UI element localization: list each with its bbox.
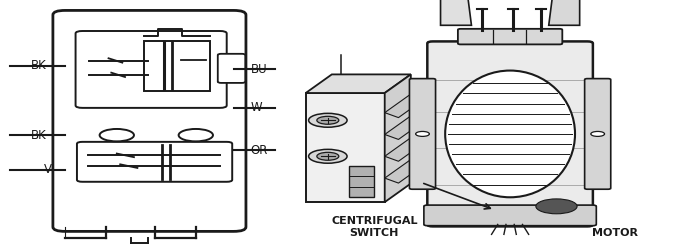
Circle shape — [308, 113, 347, 127]
Polygon shape — [306, 74, 411, 93]
Polygon shape — [385, 116, 425, 139]
Text: W: W — [251, 101, 262, 114]
Text: V: V — [43, 163, 52, 176]
Text: CENTRIFUGAL
SWITCH: CENTRIFUGAL SWITCH — [331, 217, 418, 238]
Ellipse shape — [445, 71, 575, 197]
Polygon shape — [385, 94, 425, 118]
Circle shape — [308, 149, 347, 163]
Polygon shape — [385, 159, 425, 183]
Circle shape — [317, 116, 339, 124]
Circle shape — [317, 152, 339, 160]
FancyBboxPatch shape — [424, 205, 596, 226]
Text: OR: OR — [251, 144, 268, 156]
Polygon shape — [440, 0, 471, 25]
Circle shape — [416, 131, 429, 136]
Text: MOTOR: MOTOR — [592, 228, 638, 238]
FancyBboxPatch shape — [458, 29, 562, 44]
Polygon shape — [385, 74, 411, 202]
Text: BK: BK — [31, 59, 47, 72]
Bar — [306, 93, 385, 202]
FancyBboxPatch shape — [218, 54, 245, 83]
Circle shape — [536, 199, 577, 214]
Polygon shape — [549, 0, 580, 25]
Circle shape — [591, 131, 605, 136]
Circle shape — [100, 129, 134, 141]
FancyBboxPatch shape — [53, 10, 246, 231]
FancyBboxPatch shape — [585, 79, 611, 189]
FancyBboxPatch shape — [76, 31, 227, 108]
FancyBboxPatch shape — [427, 41, 593, 226]
Text: BK: BK — [31, 129, 47, 142]
Bar — [349, 166, 374, 197]
FancyBboxPatch shape — [77, 142, 232, 182]
Circle shape — [179, 129, 213, 141]
Bar — [144, 41, 210, 91]
Polygon shape — [385, 138, 425, 161]
Text: BU: BU — [251, 63, 267, 76]
FancyBboxPatch shape — [409, 79, 436, 189]
